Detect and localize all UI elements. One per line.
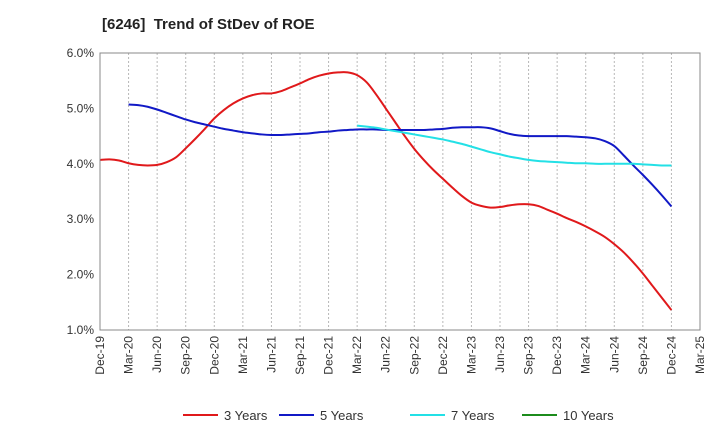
y-tick-label: 3.0% [67, 212, 95, 226]
x-tick-label: Sep-22 [407, 336, 421, 375]
x-tick-label: Jun-24 [607, 336, 621, 373]
legend-label: 3 Years [224, 408, 268, 423]
x-tick-label: Dec-22 [436, 336, 450, 375]
legend-label: 5 Years [320, 408, 364, 423]
series-lines [99, 71, 673, 311]
y-tick-label: 5.0% [67, 101, 95, 115]
chart-title: [6246] Trend of StDev of ROE [102, 16, 315, 33]
x-tick-label: Mar-25 [693, 336, 707, 374]
x-tick-label: Jun-23 [493, 336, 507, 373]
y-tick-label: 1.0% [67, 323, 95, 337]
x-tick-label: Mar-22 [350, 336, 364, 374]
plot-background [100, 53, 700, 330]
x-tick-label: Jun-22 [379, 336, 393, 373]
legend-label: 7 Years [451, 408, 495, 423]
x-tick-label: Dec-24 [664, 336, 678, 375]
x-tick-label: Dec-21 [322, 336, 336, 375]
x-axis-ticks: Dec-19 Mar-20 Jun-20 Sep-20 Dec-20 Mar-21 Jun-… [93, 336, 707, 375]
x-tick-label: Dec-20 [207, 336, 221, 375]
x-tick-label: Sep-20 [179, 336, 193, 375]
x-tick-label: Mar-23 [464, 336, 478, 374]
series-line-7-years [357, 124, 672, 167]
x-tick-label: Sep-23 [522, 336, 536, 375]
plot-frame [99, 52, 701, 331]
y-tick-label: 6.0% [67, 46, 95, 60]
x-tick-label: Dec-19 [93, 336, 107, 375]
x-tick-label: Jun-20 [150, 336, 164, 373]
legend: 3 Years 5 Years 7 Years 10 Years [183, 408, 614, 423]
series-line-3-years [99, 71, 673, 311]
y-tick-label: 2.0% [67, 268, 95, 282]
x-tick-label: Mar-20 [122, 336, 136, 374]
y-axis-ticks: 1.0% 2.0% 3.0% 4.0% 5.0% 6.0% [67, 46, 95, 337]
x-tick-label: Mar-24 [579, 336, 593, 374]
x-tick-label: Mar-21 [236, 336, 250, 374]
x-tick-label: Sep-24 [636, 336, 650, 375]
legend-label: 10 Years [563, 408, 614, 423]
x-tick-label: Jun-21 [264, 336, 278, 373]
x-tick-label: Sep-21 [293, 336, 307, 375]
x-tick-label: Dec-23 [550, 336, 564, 375]
series-line-5-years [128, 103, 673, 208]
y-tick-label: 4.0% [67, 157, 95, 171]
